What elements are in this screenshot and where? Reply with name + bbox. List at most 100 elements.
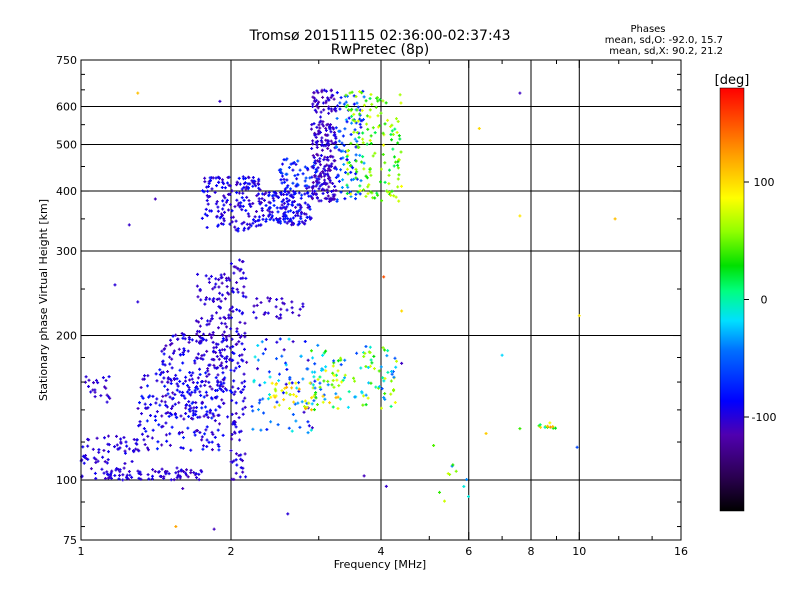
data-point bbox=[195, 381, 199, 385]
data-point bbox=[286, 202, 290, 206]
data-point bbox=[221, 333, 225, 337]
data-point bbox=[345, 158, 349, 162]
data-point bbox=[240, 260, 244, 264]
data-point bbox=[308, 176, 312, 180]
data-point bbox=[257, 197, 261, 201]
data-point bbox=[211, 340, 215, 344]
data-point bbox=[280, 389, 284, 393]
data-point bbox=[396, 185, 400, 189]
data-point bbox=[225, 285, 229, 289]
data-point bbox=[171, 351, 175, 355]
data-point bbox=[144, 429, 148, 433]
data-point bbox=[321, 120, 325, 124]
data-point bbox=[340, 141, 344, 145]
data-point bbox=[196, 295, 200, 299]
data-point bbox=[352, 130, 356, 134]
data-point bbox=[220, 398, 224, 402]
data-point bbox=[224, 366, 228, 370]
data-point bbox=[385, 354, 389, 358]
data-point bbox=[312, 408, 316, 412]
data-point bbox=[205, 225, 209, 229]
data-point bbox=[321, 394, 325, 398]
data-point bbox=[197, 320, 201, 324]
data-point bbox=[115, 466, 119, 470]
data-point bbox=[194, 413, 198, 417]
data-point bbox=[186, 383, 190, 387]
data-point bbox=[297, 313, 301, 317]
data-point bbox=[171, 334, 175, 338]
data-point bbox=[180, 430, 184, 434]
data-point bbox=[349, 133, 353, 137]
data-point bbox=[238, 258, 242, 262]
data-point bbox=[283, 189, 287, 193]
data-point bbox=[336, 174, 340, 178]
data-point bbox=[196, 352, 200, 356]
data-point bbox=[326, 158, 330, 162]
data-point bbox=[123, 451, 127, 455]
data-point bbox=[205, 410, 209, 414]
data-point bbox=[242, 185, 246, 189]
data-point bbox=[189, 393, 193, 397]
data-point bbox=[221, 178, 225, 182]
data-point bbox=[239, 457, 243, 461]
data-point bbox=[151, 468, 155, 472]
data-point bbox=[203, 176, 207, 180]
data-point bbox=[241, 388, 245, 392]
data-point bbox=[138, 401, 142, 405]
data-point bbox=[122, 435, 126, 439]
data-point bbox=[221, 378, 225, 382]
data-point bbox=[360, 109, 364, 113]
data-point bbox=[216, 205, 220, 209]
data-point bbox=[105, 472, 109, 476]
data-point bbox=[324, 365, 328, 369]
data-point bbox=[302, 410, 306, 414]
data-point bbox=[323, 397, 327, 401]
data-point bbox=[243, 396, 247, 400]
data-point bbox=[207, 380, 211, 384]
data-point bbox=[256, 408, 260, 412]
data-point bbox=[281, 198, 285, 202]
data-point bbox=[234, 219, 238, 223]
data-point bbox=[298, 307, 302, 311]
data-point bbox=[263, 311, 267, 315]
data-point bbox=[286, 512, 290, 516]
data-point bbox=[219, 273, 223, 277]
data-point bbox=[147, 477, 151, 481]
data-point bbox=[339, 96, 343, 100]
data-point bbox=[136, 469, 140, 473]
data-point bbox=[228, 184, 232, 188]
data-point bbox=[222, 381, 226, 385]
data-point bbox=[267, 214, 271, 218]
data-point bbox=[205, 323, 209, 327]
data-point bbox=[205, 349, 209, 353]
data-point bbox=[376, 125, 380, 129]
data-point bbox=[373, 196, 377, 200]
data-point bbox=[201, 357, 205, 361]
data-point bbox=[272, 203, 276, 207]
data-point bbox=[362, 188, 366, 192]
data-point bbox=[266, 208, 270, 212]
data-point bbox=[232, 351, 236, 355]
data-point bbox=[539, 425, 543, 429]
data-point bbox=[212, 297, 216, 301]
data-point bbox=[191, 381, 195, 385]
data-point bbox=[223, 376, 227, 380]
data-point bbox=[227, 276, 231, 280]
y-tick-label: 300 bbox=[56, 245, 77, 258]
data-point bbox=[341, 178, 345, 182]
data-point bbox=[210, 416, 214, 420]
data-point bbox=[304, 407, 308, 411]
data-point bbox=[362, 95, 366, 99]
data-point bbox=[330, 189, 334, 193]
data-point bbox=[183, 471, 187, 475]
chart-title: Tromsø 20151115 02:36:00-02:37:43 bbox=[249, 28, 511, 44]
data-point bbox=[300, 210, 304, 214]
data-point bbox=[240, 222, 244, 226]
data-point bbox=[321, 353, 325, 357]
data-point bbox=[214, 311, 218, 315]
data-point bbox=[354, 159, 358, 163]
data-point bbox=[311, 95, 315, 99]
data-point bbox=[290, 300, 294, 304]
data-point bbox=[160, 414, 164, 418]
data-point bbox=[174, 471, 178, 475]
